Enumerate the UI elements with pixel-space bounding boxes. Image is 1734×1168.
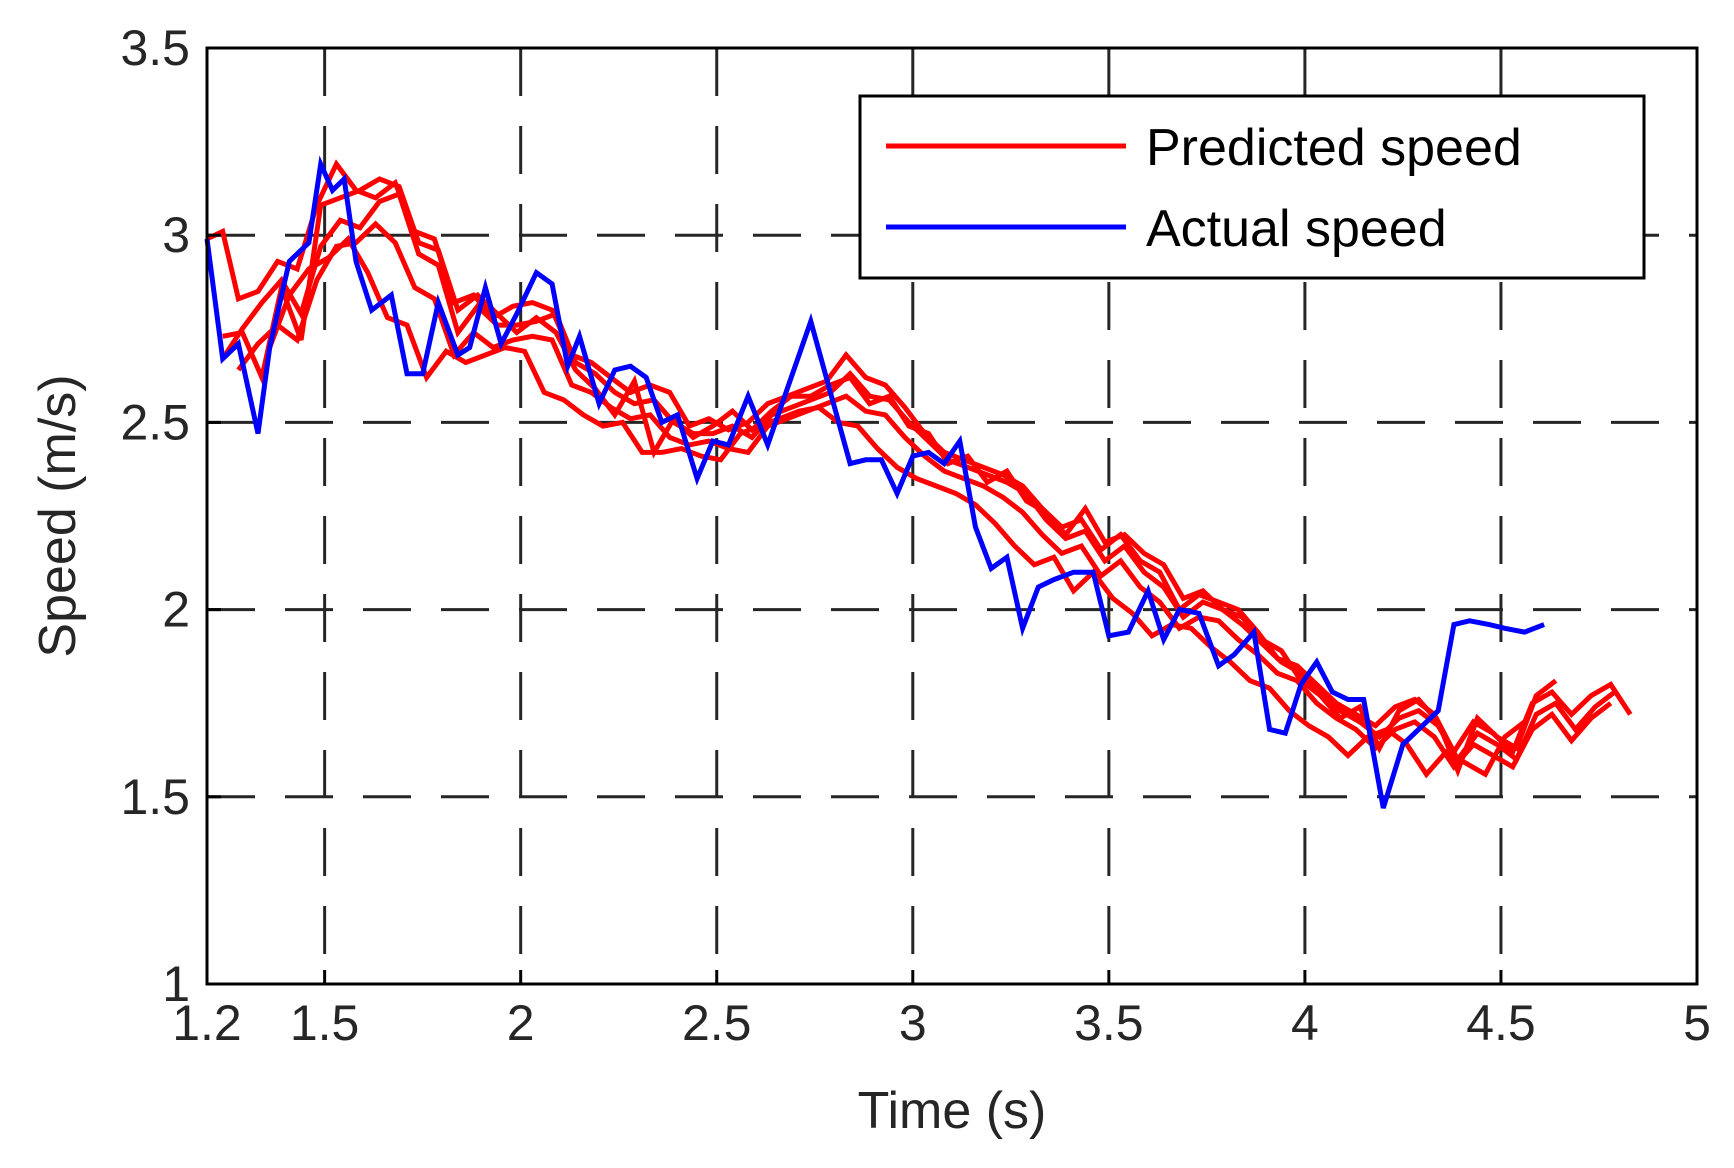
x-tick-label: 3 bbox=[899, 995, 927, 1051]
x-tick-label: 4 bbox=[1291, 995, 1319, 1051]
ticks: 1.2 1.5 2 2.5 3 3.5 4 4.5 5 1 1.5 2 2.5 3 3.5 bbox=[120, 20, 1710, 1051]
x-tick-label: 2.5 bbox=[682, 995, 752, 1051]
x-tick-label: 1.2 bbox=[172, 995, 242, 1051]
y-tick-label: 3.5 bbox=[120, 20, 190, 76]
series-line-actual bbox=[204, 155, 1545, 809]
x-tick-label: 1.5 bbox=[290, 995, 360, 1051]
x-tick-label: 3.5 bbox=[1074, 995, 1144, 1051]
series-line-predicted-4 bbox=[267, 234, 1527, 779]
series-line-predicted-5 bbox=[222, 176, 1558, 778]
x-axis-label: Time (s) bbox=[858, 1082, 1047, 1140]
y-tick-label: 2 bbox=[162, 582, 190, 638]
plot-frame bbox=[205, 46, 1699, 986]
y-tick-label: 2.5 bbox=[120, 394, 190, 450]
legend-label-predicted: Predicted speed bbox=[1146, 119, 1522, 177]
y-tick-label: 1 bbox=[162, 956, 190, 1012]
y-tick-label: 3 bbox=[162, 207, 190, 263]
x-tick-label: 4.5 bbox=[1466, 995, 1536, 1051]
x-tick-label: 2 bbox=[507, 995, 535, 1051]
legend-label-actual: Actual speed bbox=[1146, 200, 1447, 258]
legend-box bbox=[858, 94, 1646, 280]
series-lines bbox=[204, 155, 1633, 809]
x-tick-label: 5 bbox=[1683, 995, 1711, 1051]
legend: Predicted speed Actual speed bbox=[858, 94, 1646, 280]
y-axis-label: Speed (m/s) bbox=[29, 374, 87, 657]
y-tick-label: 1.5 bbox=[120, 769, 190, 825]
